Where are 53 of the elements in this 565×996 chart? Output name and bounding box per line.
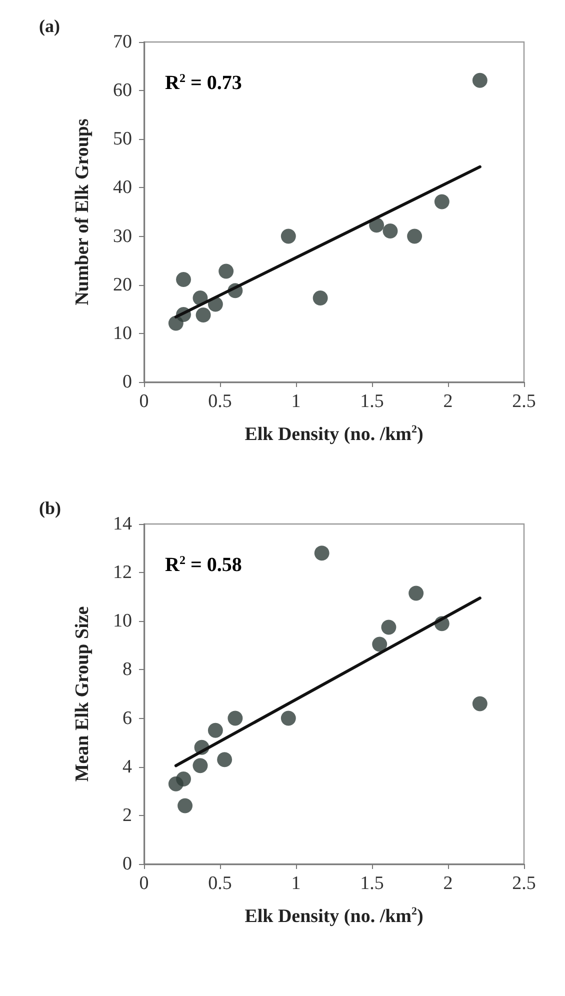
point (176, 772, 192, 786)
point (192, 758, 208, 774)
point (434, 194, 450, 210)
y-tick-label: 6 (122, 708, 132, 729)
y-tick-label: 10 (113, 610, 132, 632)
x-tick-label: 2 (443, 391, 453, 412)
point (381, 620, 396, 635)
y-tick-label: 70 (113, 32, 132, 52)
y-tick-label: 2 (122, 804, 132, 826)
y-tick-label: 50 (113, 128, 132, 150)
y-tick-label: 0 (122, 372, 132, 392)
point (176, 272, 192, 288)
point (312, 290, 328, 306)
y-tick-label: 20 (113, 274, 132, 296)
point (208, 722, 223, 738)
point (372, 636, 388, 652)
point (472, 72, 488, 88)
y-tick-label: 14 (113, 514, 132, 534)
point (217, 752, 232, 768)
y-axis-title: Number of Elk Groups (72, 118, 93, 306)
x-tick-label: 0 (139, 873, 149, 894)
chart-title: (b) (39, 498, 62, 518)
y-tick-label: 8 (122, 659, 132, 680)
x-tick-label: 0.5 (208, 391, 232, 412)
point (218, 264, 234, 279)
y-tick-label: 60 (113, 80, 132, 102)
x-tick-label: 1 (291, 873, 301, 894)
point (178, 798, 193, 814)
point (472, 696, 488, 712)
y-tick-label: 12 (113, 562, 132, 584)
y-tick-label: 10 (113, 322, 132, 344)
x-tick-label: 2.5 (512, 873, 536, 894)
x-tick-label: 1 (291, 391, 301, 412)
y-tick-label: 40 (113, 177, 132, 198)
x-tick-label: 1.5 (360, 391, 384, 412)
x-tick-label: 0.5 (208, 873, 232, 894)
point (407, 228, 422, 244)
y-tick-label: 0 (122, 854, 132, 874)
point (196, 307, 211, 322)
point (382, 223, 398, 238)
x-tick-label: 1.5 (360, 873, 384, 894)
point (280, 228, 296, 244)
point (408, 586, 424, 601)
y-tick-label: 30 (113, 226, 132, 247)
point (228, 710, 243, 726)
x-tick-label: 0 (139, 391, 149, 412)
point (314, 546, 330, 561)
x-tick-label: 2.5 (512, 391, 536, 412)
y-tick-label: 4 (122, 756, 132, 778)
chart-title: (a) (39, 16, 60, 36)
point (280, 710, 296, 726)
y-axis-title: Mean Elk Group Size (72, 606, 93, 782)
x-tick-label: 2 (443, 873, 453, 894)
